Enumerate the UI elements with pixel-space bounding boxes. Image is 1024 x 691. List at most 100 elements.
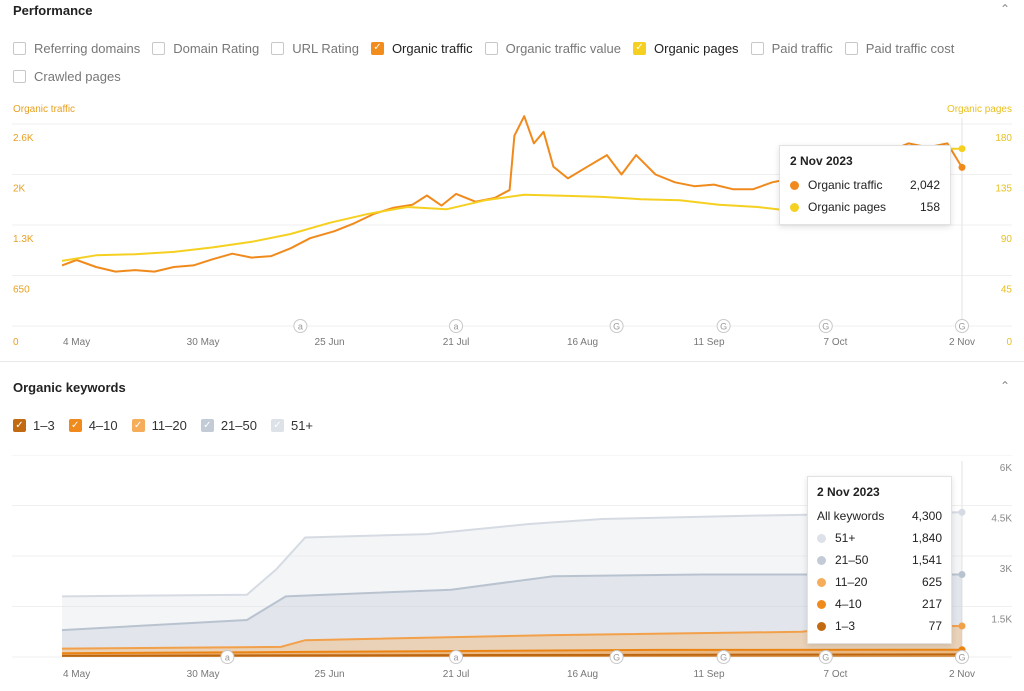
tooltip-label: Organic pages bbox=[808, 200, 887, 214]
series-dot-icon bbox=[790, 202, 799, 212]
annotation-marker-icon[interactable]: a bbox=[293, 319, 308, 333]
tooltip-value: 2,042 bbox=[909, 178, 940, 192]
y-tick-label-right: 90 bbox=[1001, 234, 1013, 245]
performance-metric-checkboxes: Referring domains Domain Rating URL Rating… bbox=[13, 34, 1013, 90]
checkbox-label: 4–10 bbox=[88, 417, 118, 433]
svg-text:G: G bbox=[822, 322, 829, 332]
svg-text:G: G bbox=[958, 653, 965, 663]
checkbox-icon bbox=[750, 41, 764, 55]
tooltip-date: 2 Nov 2023 bbox=[790, 154, 853, 168]
tooltip-value: 625 bbox=[921, 575, 942, 589]
tooltip-value: 158 bbox=[919, 200, 940, 214]
tooltip-row-organic-pages: Organic pages 158 bbox=[790, 196, 940, 218]
annotation-marker-icon[interactable]: G bbox=[955, 319, 969, 333]
x-tick-label: 7 Oct bbox=[824, 337, 848, 348]
annotation-marker-icon[interactable]: G bbox=[818, 650, 833, 664]
checkbox-url-rating[interactable]: URL Rating bbox=[271, 34, 359, 62]
checkbox-icon bbox=[13, 69, 26, 83]
checkbox-label: Referring domains bbox=[34, 40, 141, 56]
checkbox-organic-traffic[interactable]: ✓ Organic traffic bbox=[370, 34, 473, 62]
svg-text:G: G bbox=[720, 653, 727, 663]
series-line-51 bbox=[61, 511, 963, 598]
checkbox-position-51[interactable]: ✓ 51+ bbox=[270, 415, 313, 435]
series-dot-icon bbox=[817, 555, 826, 565]
checkbox-position-21-50[interactable]: ✓ 21–50 bbox=[200, 415, 257, 435]
annotation-marker-icon[interactable]: a bbox=[449, 650, 464, 664]
tooltip-date: 2 Nov 2023 bbox=[817, 485, 880, 499]
tooltip-row-1-3: 1–3 77 bbox=[817, 615, 942, 637]
organic-keywords-chart: 1.5K 3K 4.5K 6K a a G G G G 4 May 30 May 25 Jun 21 Ju… bbox=[12, 455, 1013, 680]
svg-text:G: G bbox=[613, 322, 620, 332]
x-tick-label: 11 Sep bbox=[694, 669, 725, 680]
y-tick-label-right: 4.5K bbox=[991, 514, 1012, 525]
collapse-performance-icon[interactable]: ⌃ bbox=[999, 2, 1010, 16]
annotation-marker-icon[interactable]: G bbox=[609, 319, 624, 333]
x-tick-label: 7 Oct bbox=[824, 669, 848, 680]
series-dot-icon bbox=[817, 599, 826, 609]
checkbox-crawled-pages[interactable]: Crawled pages bbox=[13, 62, 121, 90]
y-tick-label-left: 2.6K bbox=[13, 133, 34, 144]
annotation-marker-icon[interactable]: G bbox=[818, 319, 833, 333]
annotation-marker-icon[interactable]: G bbox=[716, 319, 731, 333]
series-area-21-50 bbox=[62, 574, 962, 657]
x-tick-label: 30 May bbox=[187, 337, 220, 348]
annotation-marker-icon[interactable]: G bbox=[955, 650, 969, 664]
series-dot-icon bbox=[817, 533, 826, 543]
checkbox-label: Paid traffic cost bbox=[865, 40, 955, 56]
annotation-marker-icon[interactable]: a bbox=[449, 319, 464, 333]
tooltip-value: 4,300 bbox=[911, 509, 942, 523]
checkbox-paid-traffic[interactable]: Paid traffic bbox=[750, 34, 833, 62]
checkbox-referring-domains[interactable]: Referring domains bbox=[13, 34, 140, 62]
keywords-tooltip: 2 Nov 2023 All keywords 4,300 51+ 1,840 21–5… bbox=[807, 476, 952, 644]
checkbox-organic-traffic-value[interactable]: Organic traffic value bbox=[484, 34, 621, 62]
series-line-21-50 bbox=[61, 573, 962, 632]
tooltip-value: 77 bbox=[928, 619, 942, 633]
checkbox-domain-rating[interactable]: Domain Rating bbox=[152, 34, 259, 62]
tooltip-value: 1,840 bbox=[911, 531, 942, 545]
checkbox-icon bbox=[13, 41, 26, 55]
checkbox-position-1-3[interactable]: ✓ 1–3 bbox=[13, 415, 55, 435]
tooltip-label: 51+ bbox=[835, 531, 856, 545]
checkbox-position-4-10[interactable]: ✓ 4–10 bbox=[68, 415, 118, 435]
checkmark-icon: ✓ bbox=[13, 418, 26, 432]
checkmark-icon: ✓ bbox=[370, 41, 384, 55]
checkbox-label: 21–50 bbox=[220, 417, 257, 433]
checkbox-organic-pages[interactable]: ✓ Organic pages bbox=[633, 34, 739, 62]
checkbox-position-11-20[interactable]: ✓ 11–20 bbox=[131, 415, 187, 435]
series-dot-icon bbox=[817, 577, 826, 587]
checkbox-label: 1–3 bbox=[33, 417, 55, 433]
x-tick-label: 21 Jul bbox=[443, 669, 470, 680]
tooltip-label: All keywords bbox=[817, 509, 885, 523]
organic-keywords-title: Organic keywords bbox=[13, 380, 126, 395]
annotation-marker-icon[interactable]: G bbox=[716, 650, 731, 664]
checkmark-icon: ✓ bbox=[633, 41, 646, 55]
tooltip-label: 11–20 bbox=[835, 575, 868, 589]
checkbox-label: URL Rating bbox=[292, 40, 359, 56]
collapse-keywords-icon[interactable]: ⌃ bbox=[999, 379, 1010, 393]
series-area-51 bbox=[62, 512, 962, 657]
y-tick-label-right: 45 bbox=[1001, 285, 1013, 296]
tooltip-label: 4–10 bbox=[835, 597, 862, 611]
series-line-1-3 bbox=[61, 653, 963, 657]
y-tick-label-right: 3K bbox=[1000, 564, 1013, 575]
annotation-marker-icon[interactable]: a bbox=[220, 650, 235, 664]
left-axis-label: Organic traffic bbox=[13, 104, 75, 115]
svg-text:G: G bbox=[958, 322, 965, 332]
y-tick-label-left: 1.3K bbox=[13, 234, 34, 245]
checkmark-icon: ✓ bbox=[131, 418, 145, 432]
series-point-21-50 bbox=[958, 571, 966, 579]
series-point-organic-traffic bbox=[958, 163, 966, 171]
y-tick-label-left: 0 bbox=[13, 337, 19, 348]
checkbox-paid-traffic-cost[interactable]: Paid traffic cost bbox=[844, 34, 955, 62]
tooltip-label: Organic traffic bbox=[808, 178, 883, 192]
annotation-marker-icon[interactable]: G bbox=[609, 650, 624, 664]
checkbox-icon bbox=[271, 41, 285, 55]
tooltip-row-organic-traffic: Organic traffic 2,042 bbox=[790, 174, 940, 196]
right-axis-label: Organic pages bbox=[947, 104, 1012, 115]
checkmark-icon: ✓ bbox=[270, 418, 284, 432]
x-tick-label: 2 Nov bbox=[949, 337, 975, 348]
keyword-position-checkboxes: ✓ 1–3 ✓ 4–10 ✓ 11–20 ✓ 21–50 ✓ 51+ bbox=[13, 415, 1013, 435]
tooltip-row-4-10: 4–10 217 bbox=[817, 593, 942, 615]
y-tick-label-right: 6K bbox=[1000, 463, 1013, 474]
section-divider bbox=[0, 361, 1024, 362]
